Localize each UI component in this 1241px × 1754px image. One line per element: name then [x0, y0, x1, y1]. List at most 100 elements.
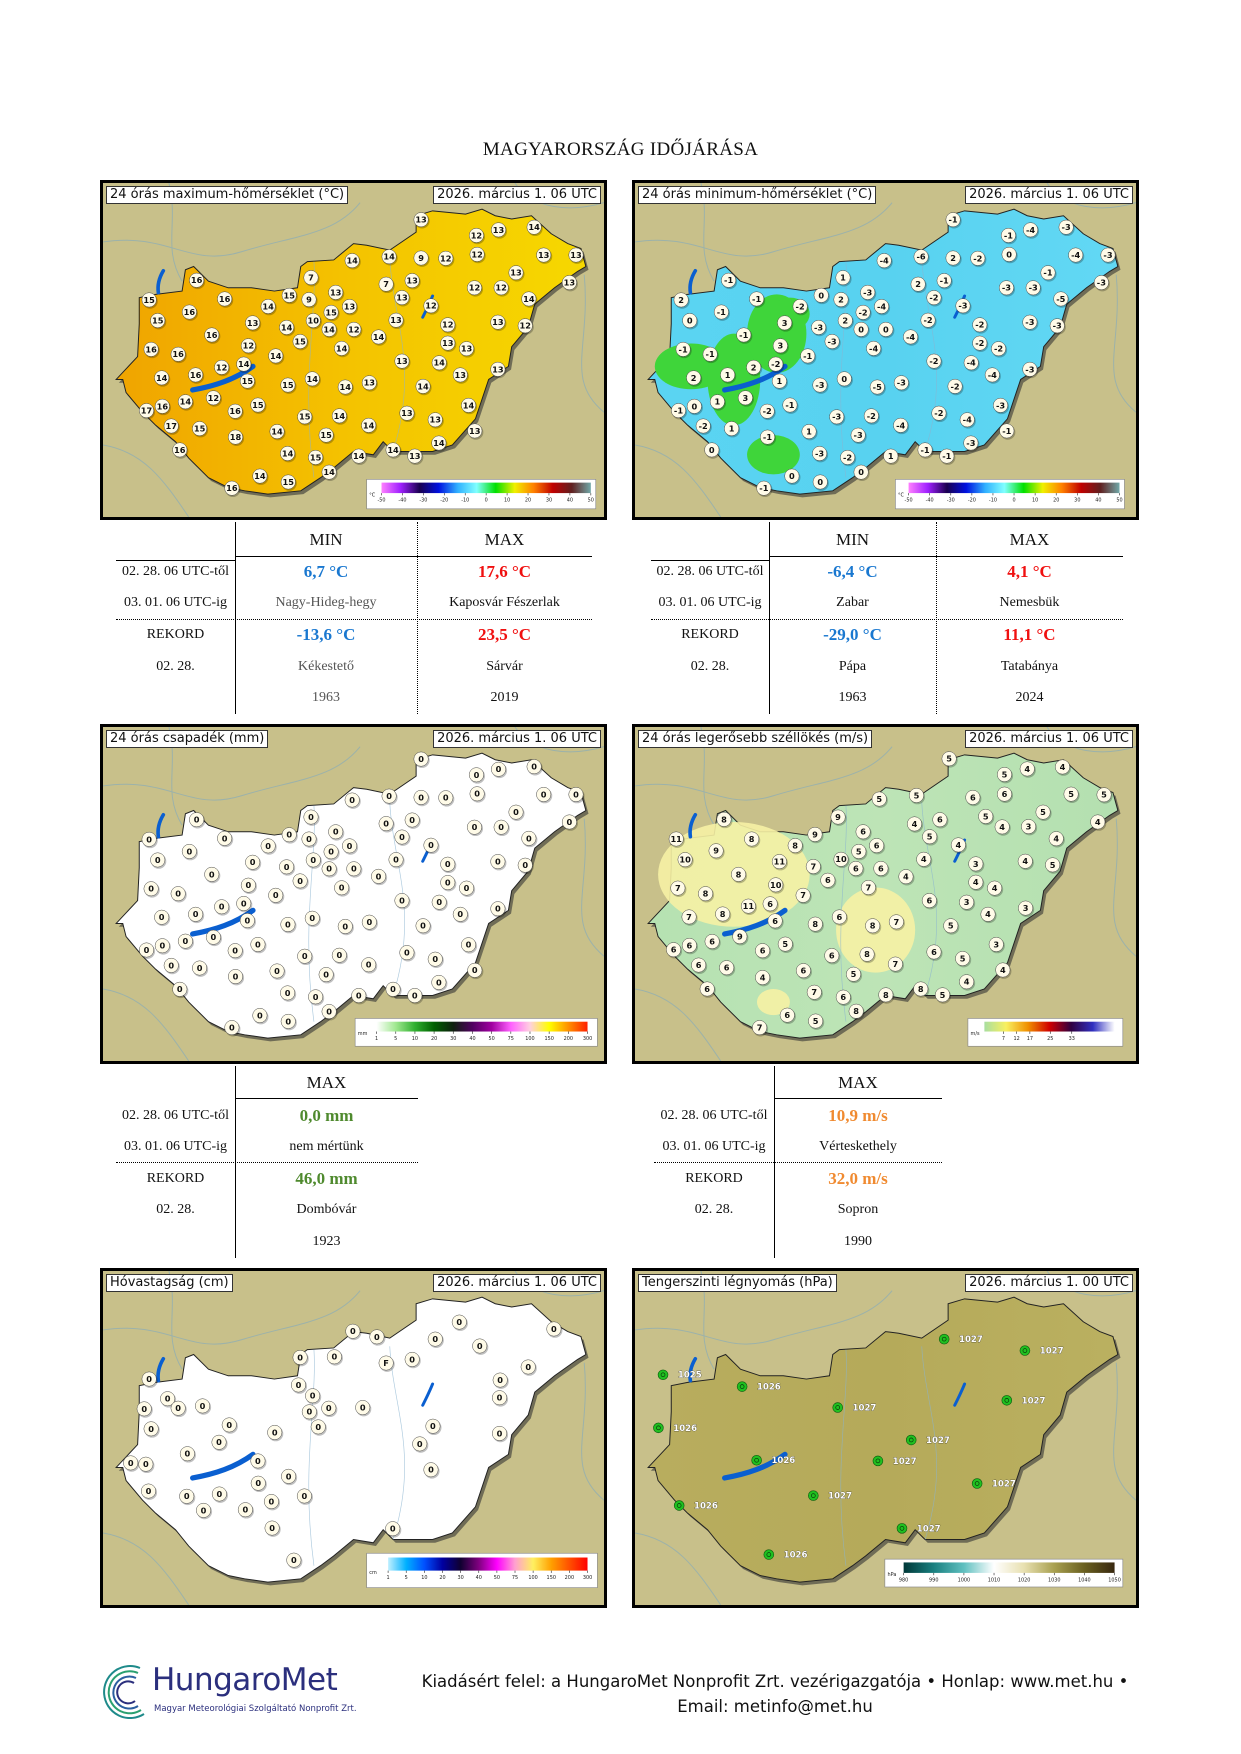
- station-value: 7: [675, 883, 681, 893]
- station-value: -2: [923, 315, 932, 325]
- station-marker: 5: [1045, 857, 1062, 874]
- station-marker: 0: [836, 371, 853, 388]
- station-marker: -3: [998, 280, 1016, 297]
- station-value: 6: [829, 951, 835, 961]
- legend-tick-label: 40: [469, 1036, 475, 1042]
- station-marker: 9: [807, 826, 824, 844]
- station-value: 12: [471, 249, 482, 259]
- station-value: 12: [442, 320, 453, 330]
- station-value: 0: [306, 1407, 312, 1417]
- station-value: 0: [393, 855, 399, 865]
- station-value: 0: [243, 1505, 249, 1515]
- station-value: 14: [387, 445, 399, 455]
- station-marker: 14: [252, 468, 269, 485]
- station-marker: 0: [192, 960, 209, 977]
- station-marker: -2: [991, 341, 1008, 358]
- station-marker: 0: [189, 812, 206, 829]
- station-value: 13: [396, 356, 408, 366]
- legend-tick-label: 50: [1116, 498, 1122, 504]
- station-value: 14: [417, 381, 429, 391]
- station-marker: 15: [308, 449, 325, 467]
- station-value: 0: [420, 921, 426, 931]
- station-marker: 13: [388, 312, 405, 330]
- legend-tick-label: 980: [899, 1577, 908, 1583]
- legend-tick-label: 100: [525, 1036, 534, 1042]
- station-marker: -2: [972, 317, 989, 334]
- below-zero-free-area: [747, 435, 800, 475]
- station-value: 0: [417, 1439, 423, 1449]
- station-marker: -1: [939, 448, 956, 465]
- station-marker: 15: [297, 409, 314, 426]
- station-value: 9: [737, 932, 743, 942]
- station-marker: -4: [984, 367, 1001, 384]
- station-value: 3: [777, 341, 783, 351]
- station-marker: 12: [438, 250, 455, 268]
- station-value: 12: [425, 301, 436, 311]
- station-dot-icon: [832, 1402, 843, 1413]
- station-marker: 2: [945, 250, 962, 267]
- station-marker: 4: [950, 837, 967, 854]
- station-marker: 16: [143, 341, 160, 359]
- station-value: 1: [806, 427, 812, 437]
- station-marker: 9: [732, 929, 749, 946]
- max-temp-stats-table: MIN MAX 02. 28. 06 UTC-től 03. 01. 06 UT…: [116, 522, 592, 714]
- station-value: 12: [495, 283, 506, 293]
- station-marker: 0: [245, 854, 262, 872]
- record-max-station: Dombóvár: [296, 1202, 357, 1217]
- station-value: 0: [531, 762, 537, 772]
- station-value: 0: [200, 1401, 206, 1411]
- station-value: 0: [310, 855, 316, 865]
- station-value: 8: [749, 834, 755, 844]
- station-marker: -4: [876, 253, 893, 270]
- station-value: 0: [328, 847, 334, 857]
- map-wind-gust: 5 5 4 4 5 5 6 6 5 5 5 4 9 4 6 5 4 3 4 8 11 8 9 8 6 5 6 5 4 9 10 11 10 6 6 7…: [632, 724, 1139, 1064]
- station-marker: -1: [756, 480, 773, 498]
- station-value: 1: [715, 397, 721, 407]
- station-value: 7: [757, 1023, 763, 1033]
- station-marker: 16: [172, 442, 189, 459]
- station-marker: 14: [280, 446, 297, 463]
- station-marker: 4: [959, 974, 976, 991]
- station-value: -3: [966, 438, 975, 448]
- hungaromet-logo[interactable]: HungaroMet Magyar Meteorológiai Szolgált…: [100, 1660, 370, 1724]
- station-value: 0: [497, 1393, 503, 1403]
- station-value: 14: [373, 332, 385, 342]
- station-marker: 0: [361, 957, 378, 974]
- station-marker: 0: [280, 1013, 297, 1031]
- station-marker: 15: [318, 427, 335, 444]
- station-value: 0: [219, 902, 225, 912]
- station-marker: 0: [150, 852, 167, 869]
- station-value: 0: [366, 917, 372, 927]
- legend-tick-label: 5: [394, 1036, 397, 1042]
- station-value: 0: [285, 919, 291, 929]
- station-marker: 1026: [736, 1381, 781, 1393]
- station-value: 0: [226, 1420, 232, 1430]
- station-value: -4: [906, 332, 915, 342]
- station-marker: 0: [546, 1321, 563, 1338]
- record-min-year: 1963: [312, 690, 340, 705]
- station-marker: 0: [492, 1390, 509, 1407]
- legend-tick-label: 20: [525, 498, 531, 504]
- station-marker: 0: [188, 906, 205, 924]
- station-value: 0: [817, 477, 823, 487]
- station-marker: 2: [833, 292, 850, 309]
- station-value: 0: [522, 860, 528, 870]
- footer-text: Kiadásért felel: a HungaroMet Nonprofit …: [380, 1669, 1170, 1719]
- station-value: -1: [674, 406, 683, 416]
- station-marker: 4: [1019, 761, 1036, 778]
- station-marker: 0: [292, 1349, 309, 1367]
- station-value: 6: [1002, 789, 1008, 799]
- station-value: 0: [326, 864, 332, 874]
- station-marker: 15: [281, 287, 298, 305]
- station-value: 0: [326, 1007, 332, 1017]
- station-marker: 10: [833, 851, 850, 869]
- station-value: 0: [428, 840, 434, 850]
- station-marker: 13: [536, 247, 553, 264]
- lake-tisza: [953, 1382, 967, 1407]
- station-value: -3: [996, 400, 1005, 410]
- station-value: -1: [724, 275, 733, 285]
- station-marker: 15: [150, 313, 167, 330]
- legend-unit: m/s: [971, 1031, 980, 1037]
- station-value: 0: [1006, 249, 1012, 259]
